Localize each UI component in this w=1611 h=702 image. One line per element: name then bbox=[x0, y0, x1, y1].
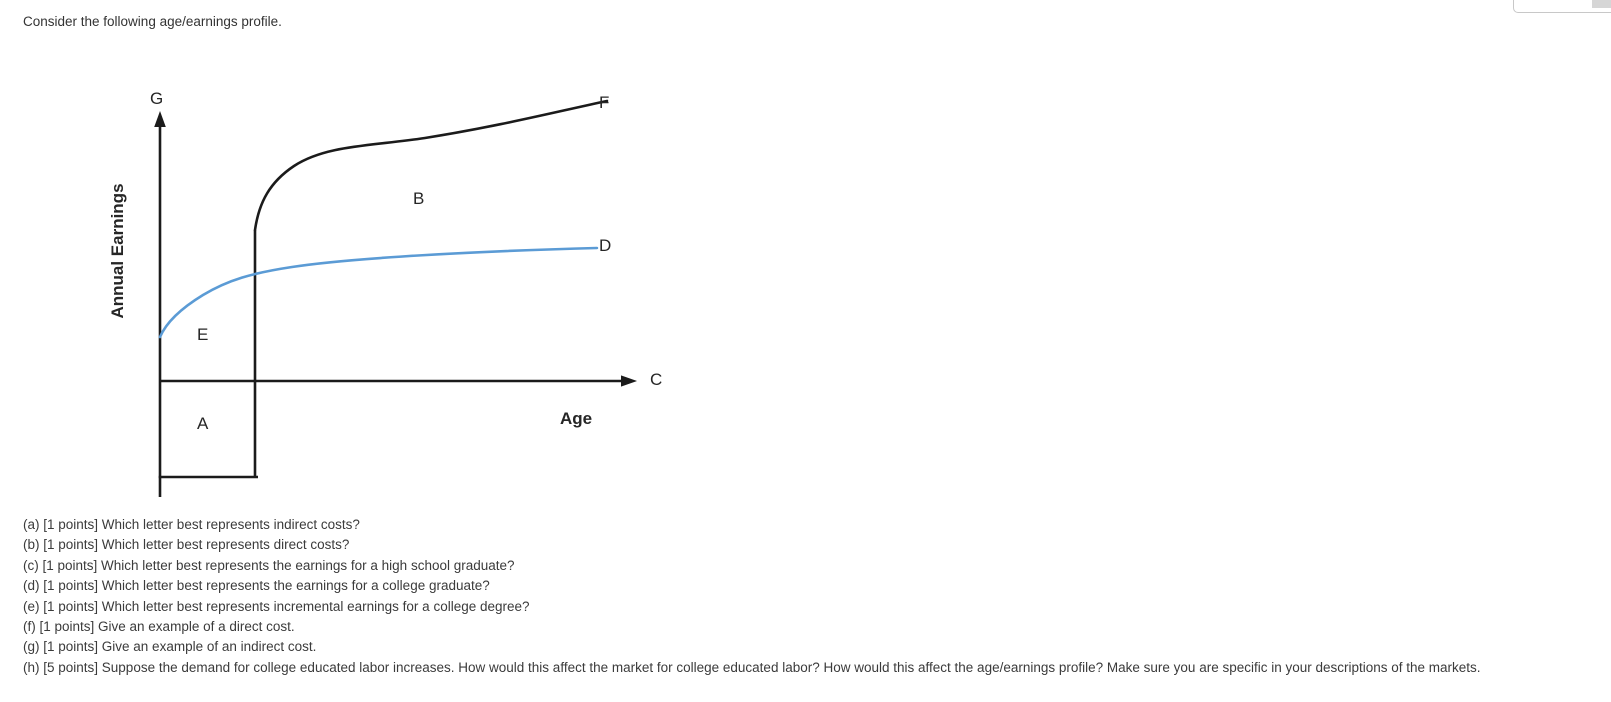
label-E: E bbox=[197, 325, 208, 344]
label-A: A bbox=[197, 414, 209, 433]
question-line-b: (b) [1 points] Which letter best represe… bbox=[23, 537, 350, 553]
question-line-a: (a) [1 points] Which letter best represe… bbox=[23, 517, 360, 532]
question-line-e: (e) [1 points] Which letter best represe… bbox=[23, 598, 530, 614]
question-line-c: (c) [1 points] Which letter best represe… bbox=[23, 557, 515, 573]
y-axis-title: Annual Earnings bbox=[108, 183, 127, 318]
label-B: B bbox=[413, 189, 424, 208]
question-line-d: (d) [1 points] Which letter best represe… bbox=[23, 578, 490, 594]
age-earnings-diagram: G F B D E C A Age Annual Earnings bbox=[108, 89, 662, 497]
intro-text: Consider the following age/earnings prof… bbox=[23, 14, 282, 29]
x-axis-arrowhead bbox=[621, 375, 637, 387]
y-axis-arrowhead bbox=[154, 111, 166, 127]
college-earnings-curve bbox=[253, 99, 609, 232]
label-G: G bbox=[150, 89, 163, 108]
x-axis-title: Age bbox=[560, 409, 592, 428]
label-D: D bbox=[599, 236, 611, 255]
question-line-h: (h) [5 points] Suppose the demand for co… bbox=[23, 659, 1481, 675]
label-C: C bbox=[650, 370, 662, 389]
question-line-g: (g) [1 points] Give an example of an ind… bbox=[23, 639, 317, 655]
highschool-earnings-curve bbox=[158, 246, 599, 339]
label-F: F bbox=[599, 93, 609, 112]
cutoff-floating-panel[interactable] bbox=[1513, 0, 1611, 13]
scrollbar-thumb[interactable] bbox=[1592, 0, 1611, 8]
question-list: (a) [1 points] Which letter best represe… bbox=[23, 515, 1593, 678]
question-line-f: (f) [1 points] Give an example of a dire… bbox=[23, 619, 295, 635]
